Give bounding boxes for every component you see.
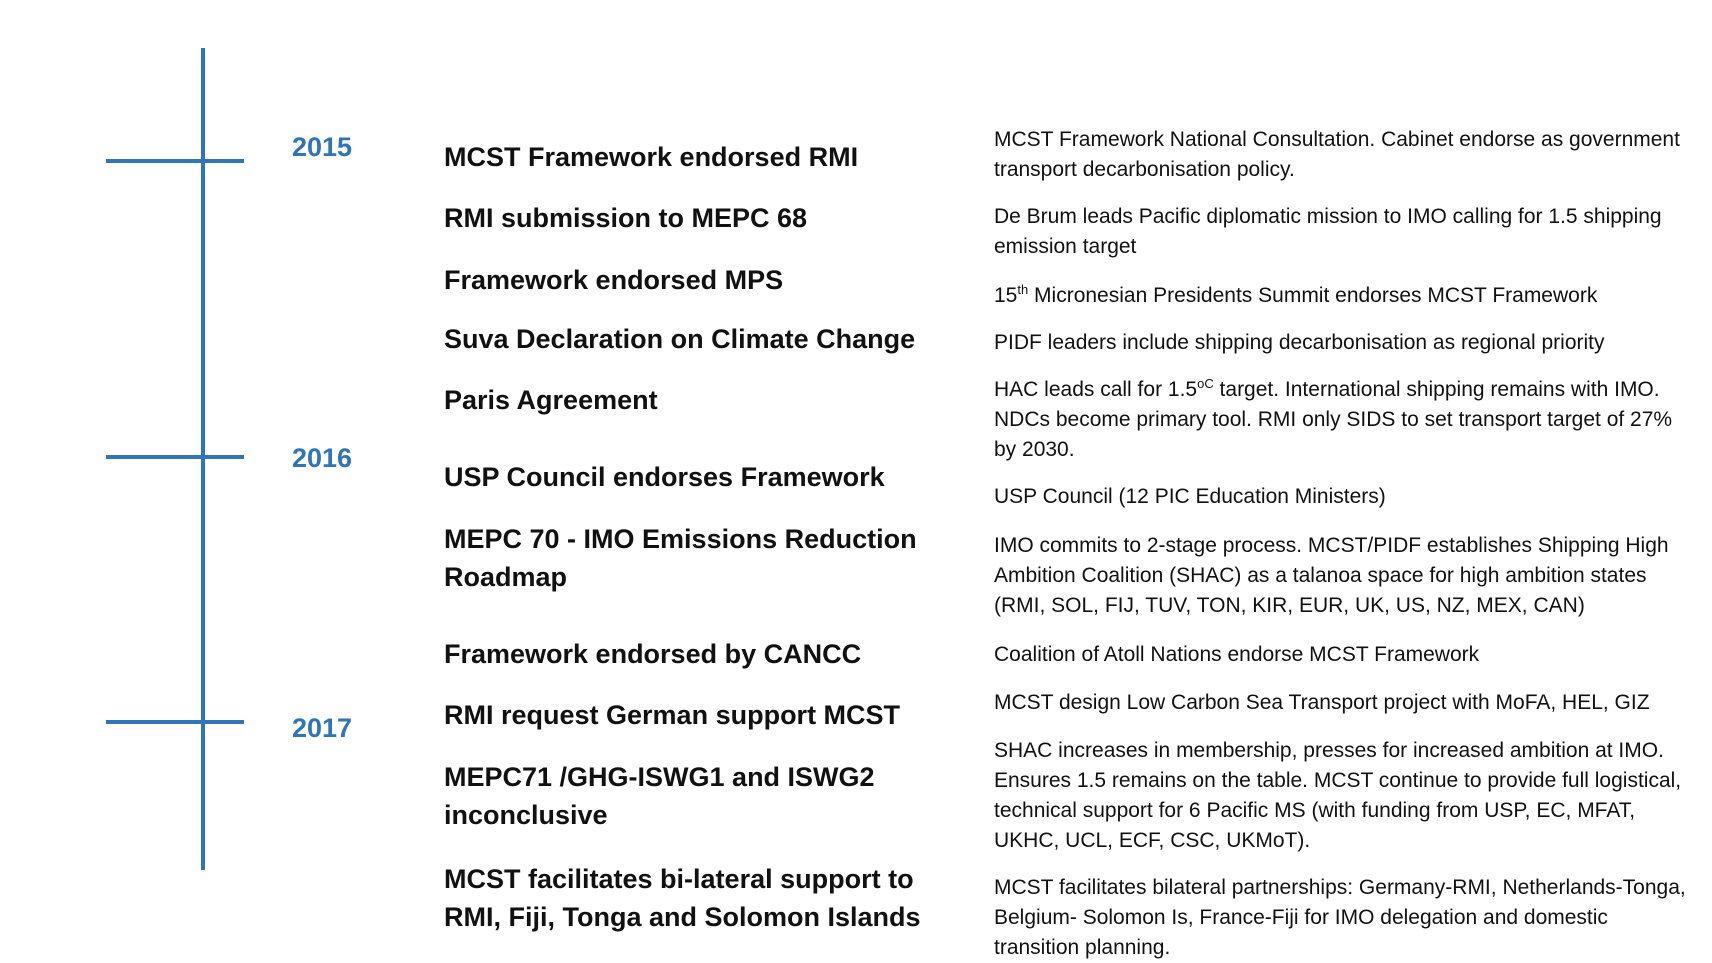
event-title: Paris Agreement: [444, 385, 658, 415]
event-title-line: MCST facilitates bi-lateral support to: [444, 864, 914, 894]
event-title: MEPC 70 - IMO Emissions Reduction Roadma…: [444, 520, 944, 596]
description-text: Micronesian Presidents Summit endorses M…: [1028, 284, 1598, 307]
event-title: Framework endorsed by CANCC: [444, 639, 862, 669]
description-text: 15: [994, 284, 1018, 307]
event-description: SHAC increases in membership, presses fo…: [994, 739, 1682, 852]
event-description: Coalition of Atoll Nations endorse MCST …: [994, 643, 1480, 666]
event-title: USP Council endorses Framework: [444, 462, 885, 492]
superscript: oC: [1197, 376, 1214, 391]
description-text: HAC leads call for 1.5: [994, 378, 1198, 401]
event-description: IMO commits to 2-stage process. MCST/PID…: [994, 534, 1669, 617]
event-description: USP Council (12 PIC Education Ministers): [994, 485, 1386, 508]
event-description: De Brum leads Pacific diplomatic mission…: [994, 205, 1662, 258]
event-description: 15th Micronesian Presidents Summit endor…: [994, 281, 1694, 311]
event-title-line: RMI, Fiji, Tonga and Solomon Islands: [444, 902, 921, 932]
event-title: MEPC71 /GHG-ISWG1 and ISWG2 inconclusive: [444, 758, 944, 834]
event-title-line: Roadmap: [444, 562, 568, 592]
description-text: target. International shipping remains w…: [994, 378, 1673, 461]
event-title: Framework endorsed MPS: [444, 265, 784, 295]
event-title-line: MEPC 70 - IMO Emissions Reduction: [444, 524, 917, 554]
event-title: RMI request German support MCST: [444, 700, 901, 730]
year-tick-2017: [106, 720, 244, 724]
year-label-2016: 2016: [292, 443, 353, 473]
event-description: MCST facilitates bilateral partnerships:…: [994, 876, 1686, 959]
event-title: Suva Declaration on Climate Change: [444, 324, 916, 354]
timeline-axis: [201, 48, 205, 870]
superscript: th: [1017, 282, 1029, 297]
event-description: HAC leads call for 1.5oC target. Interna…: [994, 375, 1694, 465]
event-description: PIDF leaders include shipping decarbonis…: [994, 331, 1605, 354]
year-tick-2016: [106, 455, 244, 459]
year-label-2017: 2017: [292, 713, 353, 743]
year-tick-2015: [106, 159, 244, 163]
event-title: RMI submission to MEPC 68: [444, 203, 808, 233]
year-label-2015: 2015: [292, 132, 353, 162]
event-description: MCST design Low Carbon Sea Transport pro…: [994, 691, 1650, 714]
event-description: MCST Framework National Consultation. Ca…: [994, 128, 1680, 181]
event-title: MCST Framework endorsed RMI: [444, 142, 859, 172]
event-title-line: inconclusive: [444, 800, 608, 830]
event-title: MCST facilitates bi-lateral support to R…: [444, 860, 944, 936]
event-title-line: MEPC71 /GHG-ISWG1 and ISWG2: [444, 762, 875, 792]
